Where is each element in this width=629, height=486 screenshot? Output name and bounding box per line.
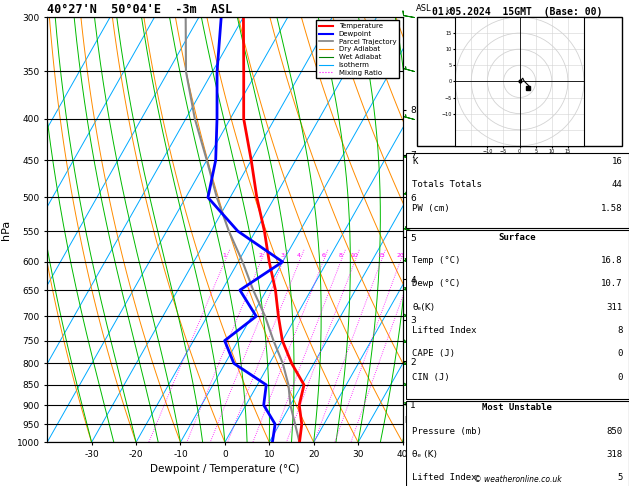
Text: 0: 0 (617, 373, 622, 382)
Text: Lifted Index: Lifted Index (413, 326, 477, 335)
Bar (417, 17, 622, 146)
Bar (406, 230, 629, 399)
Text: θₑ (K): θₑ (K) (413, 450, 437, 459)
Text: km
ASL: km ASL (416, 0, 431, 13)
Text: 10: 10 (351, 253, 359, 258)
Text: kt: kt (445, 7, 452, 17)
Text: 850: 850 (606, 427, 622, 436)
Text: 15: 15 (377, 253, 385, 258)
Text: 8: 8 (617, 326, 622, 335)
Text: θₑ(K): θₑ(K) (413, 303, 435, 312)
Text: CIN (J): CIN (J) (413, 373, 450, 382)
Text: 44: 44 (611, 180, 622, 190)
Bar (406, 401, 629, 486)
Text: 10.7: 10.7 (601, 279, 622, 289)
Text: Lifted Index: Lifted Index (413, 473, 477, 483)
Text: 318: 318 (606, 450, 622, 459)
Legend: Temperature, Dewpoint, Parcel Trajectory, Dry Adiabat, Wet Adiabat, Isotherm, Mi: Temperature, Dewpoint, Parcel Trajectory… (316, 20, 399, 78)
Text: Surface: Surface (499, 233, 536, 242)
Text: CAPE (J): CAPE (J) (413, 349, 455, 359)
Text: Totals Totals: Totals Totals (413, 180, 482, 190)
Text: Pressure (mb): Pressure (mb) (413, 427, 482, 436)
Text: 3: 3 (281, 253, 285, 258)
Text: Dewp (°C): Dewp (°C) (413, 279, 461, 289)
Y-axis label: hPa: hPa (1, 220, 11, 240)
Text: 0: 0 (617, 349, 622, 359)
X-axis label: Dewpoint / Temperature (°C): Dewpoint / Temperature (°C) (150, 465, 299, 474)
Text: 20: 20 (396, 253, 404, 258)
Bar (406, 153, 629, 228)
Text: 1.58: 1.58 (601, 204, 622, 213)
Text: 6: 6 (321, 253, 325, 258)
Text: 4: 4 (297, 253, 301, 258)
Text: 01.05.2024  15GMT  (Base: 00): 01.05.2024 15GMT (Base: 00) (432, 7, 603, 17)
Text: 1: 1 (223, 253, 226, 258)
Text: 8: 8 (338, 253, 343, 258)
Text: 16: 16 (611, 157, 622, 166)
Text: 16.8: 16.8 (601, 256, 622, 265)
Text: © weatheronline.co.uk: © weatheronline.co.uk (474, 474, 561, 484)
Text: Temp (°C): Temp (°C) (413, 256, 461, 265)
Text: 311: 311 (606, 303, 622, 312)
Text: Most Unstable: Most Unstable (482, 403, 552, 413)
Text: 40°27'N  50°04'E  -3m  ASL: 40°27'N 50°04'E -3m ASL (47, 3, 233, 16)
Text: 5: 5 (617, 473, 622, 483)
Text: K: K (413, 157, 418, 166)
Text: LCL: LCL (404, 416, 418, 425)
Text: 2: 2 (259, 253, 262, 258)
Text: PW (cm): PW (cm) (413, 204, 450, 213)
